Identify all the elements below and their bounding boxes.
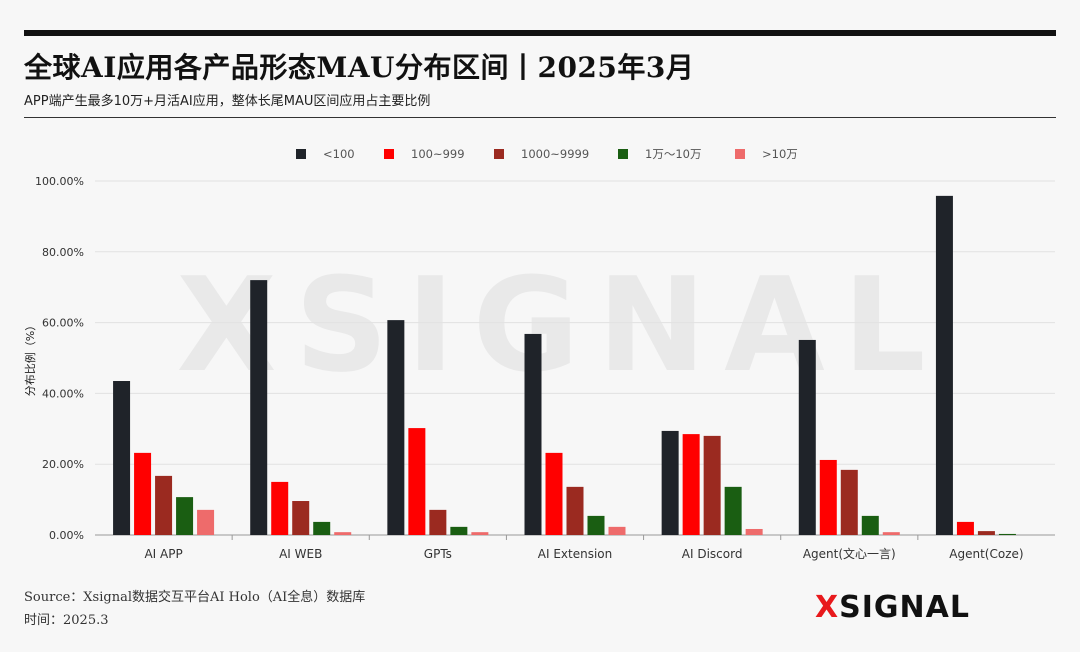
bar — [334, 532, 352, 535]
bar — [956, 521, 974, 535]
bar — [450, 526, 468, 535]
legend-swatch — [296, 149, 306, 159]
bar — [935, 195, 953, 536]
x-tick-label: AI APP — [144, 547, 182, 561]
bar — [661, 430, 679, 535]
bar — [197, 509, 215, 535]
top-bar — [24, 30, 1056, 36]
page-subtitle: APP端产生最多10万+月活AI应用，整体长尾MAU区间应用占主要比例 — [24, 94, 431, 109]
bar — [745, 528, 763, 535]
x-tick-label: Agent(Coze) — [949, 547, 1023, 561]
bar — [176, 497, 194, 535]
legend-swatch — [618, 149, 628, 159]
legend-swatch — [384, 149, 394, 159]
bar — [113, 381, 131, 535]
bar — [819, 459, 837, 535]
y-axis-title: 分布比例（%） — [23, 320, 37, 396]
x-tick-label: AI Extension — [538, 547, 612, 561]
divider — [24, 117, 1056, 118]
x-tick-label: Agent(文心一言) — [803, 546, 896, 561]
x-tick-label: AI Discord — [682, 547, 743, 561]
legend-label: <100 — [323, 147, 355, 161]
bar — [566, 486, 584, 535]
y-tick-label: 80.00% — [42, 246, 84, 259]
watermark: XSIGNAL — [176, 249, 943, 401]
date-note: 时间：2025.3 — [24, 613, 109, 628]
page-title: 全球AI应用各产品形态MAU分布区间丨2025年3月 — [24, 51, 695, 84]
legend-swatch — [735, 149, 745, 159]
source-note: Source：Xsignal数据交互平台AI Holo（AI全息）数据库 — [24, 590, 366, 605]
bar — [587, 515, 605, 535]
legend-label: 1000~9999 — [521, 147, 589, 161]
y-tick-label: 60.00% — [42, 317, 84, 330]
bar — [524, 333, 542, 535]
legend-label: >10万 — [762, 147, 798, 161]
bar — [882, 532, 900, 535]
bar — [134, 452, 152, 535]
bar — [682, 434, 700, 535]
y-tick-label: 40.00% — [42, 387, 84, 400]
y-tick-label: 0.00% — [49, 529, 84, 542]
legend-label: 1万～10万 — [645, 147, 701, 161]
x-tick-label: AI WEB — [279, 547, 322, 561]
bar — [471, 532, 489, 535]
bar — [840, 469, 858, 535]
bar — [250, 280, 268, 535]
bar — [155, 475, 173, 535]
x-tick-label: GPTs — [424, 547, 452, 561]
xsignal-logo: XSIGNAL — [815, 590, 970, 625]
bar — [724, 486, 742, 535]
bar — [313, 521, 331, 535]
bar — [861, 515, 879, 535]
y-tick-label: 100.00% — [35, 175, 84, 188]
bar — [292, 501, 310, 535]
bar — [977, 531, 995, 535]
bar — [998, 533, 1016, 535]
legend-label: 100~999 — [411, 147, 465, 161]
bar — [408, 428, 426, 535]
bar — [545, 452, 563, 535]
legend-swatch — [494, 149, 504, 159]
bar — [429, 509, 447, 535]
bar — [387, 320, 405, 535]
bar — [798, 339, 816, 535]
bar — [271, 481, 289, 535]
y-tick-label: 20.00% — [42, 458, 84, 471]
bar — [703, 435, 721, 535]
bar — [608, 526, 626, 535]
